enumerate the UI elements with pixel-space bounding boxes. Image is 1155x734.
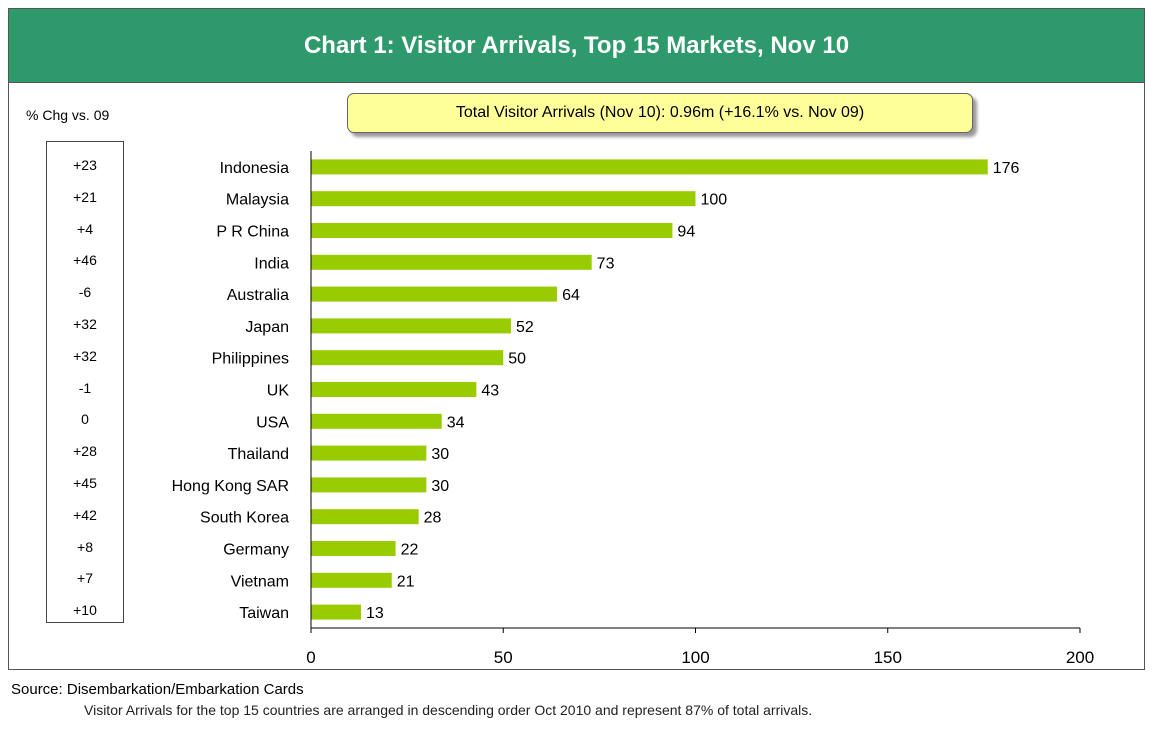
- category-label: Vietnam: [231, 573, 289, 590]
- bar-13: [311, 572, 392, 588]
- bar-3: [311, 254, 592, 270]
- category-label: India: [254, 255, 289, 272]
- bar-7: [311, 382, 477, 397]
- pct-change-column: +23 +21 +4 +46 -6 +32 +32 -1 0 +28 +45 +42 +8 +7 +10: [46, 141, 124, 623]
- bar-1: [311, 191, 696, 207]
- x-tick-label: 0: [306, 648, 315, 667]
- x-tick-label: 100: [681, 648, 709, 667]
- category-label: Philippines: [212, 351, 289, 368]
- data-label: 30: [431, 478, 449, 495]
- data-label: 176: [993, 160, 1020, 177]
- footnote-text: Visitor Arrivals for the top 15 countrie…: [84, 702, 813, 718]
- category-label: Indonesia: [220, 160, 289, 177]
- category-label: Japan: [245, 319, 289, 336]
- category-label: USA: [256, 414, 289, 431]
- category-label: South Korea: [200, 510, 289, 527]
- category-label: Malaysia: [226, 192, 289, 209]
- data-label: 52: [516, 319, 534, 336]
- data-label: 50: [508, 351, 526, 368]
- x-tick-label: 150: [874, 648, 902, 667]
- total-arrivals-text: Total Visitor Arrivals (Nov 10): 0.96m (…: [455, 104, 865, 121]
- bar-8: [311, 413, 442, 429]
- data-label: 22: [401, 542, 419, 559]
- pct-change-value: -1: [78, 379, 92, 396]
- data-label: 30: [431, 446, 449, 463]
- pct-change-value: +32: [73, 315, 97, 332]
- pct-change-value: +46: [73, 252, 97, 269]
- bar-0: [311, 159, 988, 175]
- data-label: 73: [597, 255, 615, 272]
- pct-change-value: +7: [77, 570, 93, 587]
- category-label: Thailand: [228, 446, 289, 463]
- bar-11: [311, 509, 419, 525]
- data-label: 64: [562, 287, 580, 304]
- bar-12: [311, 541, 396, 556]
- pct-change-value: +32: [73, 347, 97, 364]
- chart-header: Chart 1: Visitor Arrivals, Top 15 Market…: [9, 9, 1144, 83]
- data-label: 21: [397, 573, 415, 590]
- bar-4: [311, 286, 558, 302]
- bar-10: [311, 477, 427, 493]
- x-tick-label: 200: [1066, 648, 1094, 667]
- pct-change-value: +10: [73, 602, 97, 619]
- category-label: Germany: [223, 542, 289, 559]
- pct-change-header: % Chg vs. 09: [26, 107, 110, 123]
- data-label: 34: [447, 414, 465, 431]
- category-label: Taiwan: [239, 605, 289, 622]
- category-label: UK: [267, 383, 290, 400]
- bar-6: [311, 350, 504, 366]
- data-label: 28: [424, 510, 442, 527]
- data-label: 13: [366, 605, 384, 622]
- pct-change-value: +45: [73, 474, 97, 491]
- pct-change-value: +4: [77, 220, 93, 237]
- bar-9: [311, 445, 427, 461]
- chart-title: Chart 1: Visitor Arrivals, Top 15 Market…: [303, 31, 850, 59]
- data-label: 100: [701, 192, 728, 209]
- category-label: Hong Kong SAR: [172, 478, 289, 495]
- total-arrivals-box: Total Visitor Arrivals (Nov 10): 0.96m (…: [347, 93, 973, 133]
- source-text: Source: Disembarkation/Embarkation Cards: [11, 681, 304, 698]
- pct-change-value: 0: [81, 411, 89, 428]
- pct-change-value: +42: [73, 506, 97, 523]
- x-tick-label: 50: [494, 648, 513, 667]
- pct-change-value: +28: [73, 443, 97, 460]
- data-label: 94: [677, 224, 695, 241]
- category-label: P R China: [216, 224, 289, 241]
- pct-change-value: -6: [78, 284, 92, 301]
- category-label: Australia: [227, 287, 289, 304]
- pct-change-value: +8: [77, 538, 93, 555]
- bar-2: [311, 223, 673, 238]
- bar-5: [311, 318, 511, 334]
- bar-14: [311, 604, 361, 620]
- pct-change-value: +21: [73, 188, 97, 205]
- data-label: 43: [481, 383, 499, 400]
- pct-change-value: +23: [73, 156, 97, 173]
